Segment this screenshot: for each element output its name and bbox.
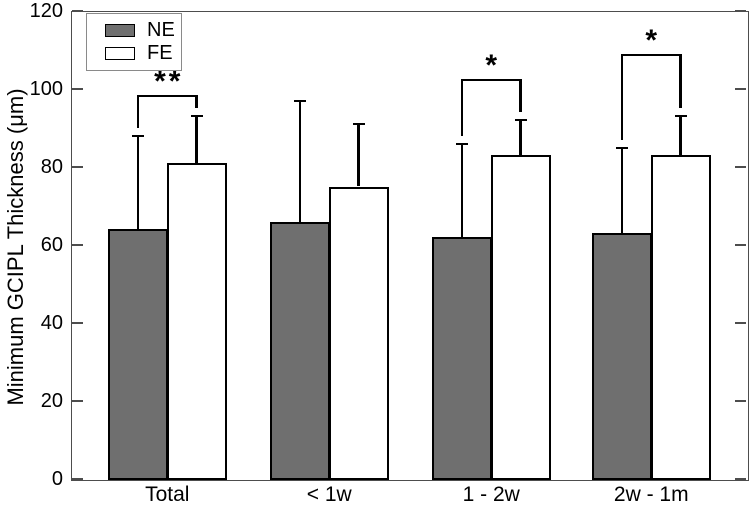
y-tick-mark-right <box>735 88 746 90</box>
y-tick-label: 120 <box>29 0 63 22</box>
bar-ne-1 <box>108 229 168 480</box>
sig-bracket-left <box>460 79 464 136</box>
legend-swatch-ne <box>105 23 135 37</box>
x-tick-label: < 1w <box>306 483 352 506</box>
error-bar-cap <box>352 123 365 126</box>
sig-bracket-top <box>137 94 198 98</box>
legend-label-ne: NE <box>147 19 175 41</box>
sig-bracket-top <box>461 79 522 82</box>
sig-asterisks: ** <box>154 64 184 98</box>
error-bar-fe-4 <box>679 116 682 156</box>
sig-asterisks: * <box>485 49 501 83</box>
y-tick-mark-right <box>735 166 746 168</box>
sig-asterisks: * <box>645 23 661 57</box>
legend-swatch-fe <box>105 46 135 60</box>
legend-label-fe: FE <box>147 42 173 64</box>
sig-bracket-right <box>195 94 198 109</box>
bar-fe-2 <box>328 186 389 480</box>
y-tick-mark <box>72 478 83 480</box>
error-bar-cap <box>190 115 203 118</box>
error-bar-ne-1 <box>136 135 140 230</box>
y-tick-label: 20 <box>40 390 63 412</box>
y-tick-mark-right <box>735 400 746 402</box>
x-tick-label: Total <box>145 483 190 506</box>
bar-fe-1 <box>166 163 227 480</box>
y-tick-label: 80 <box>40 156 63 178</box>
legend: NE FE <box>86 13 182 71</box>
error-bar-cap <box>132 134 144 137</box>
y-tick-label: 60 <box>40 234 63 256</box>
error-bar-cap <box>456 142 468 145</box>
y-tick-mark-right <box>735 322 746 324</box>
y-tick-label: 40 <box>40 312 63 334</box>
y-tick-label: 100 <box>29 78 63 100</box>
bar-fe-3 <box>490 155 551 480</box>
error-bar-cap <box>616 146 628 149</box>
y-tick-mark-right <box>735 244 746 246</box>
error-bar-cap <box>294 99 306 102</box>
bar-fe-4 <box>650 155 711 480</box>
sig-bracket-left <box>136 94 140 128</box>
error-bar-cap <box>514 119 527 122</box>
legend-item-ne: NE <box>105 20 175 40</box>
sig-bracket-top <box>621 53 682 57</box>
legend-item-fe: FE <box>105 43 173 63</box>
y-tick-mark <box>72 88 83 90</box>
error-bar-ne-3 <box>460 143 464 238</box>
x-tick-label: 2w - 1m <box>613 483 689 506</box>
y-tick-label: 0 <box>51 468 63 490</box>
error-bar-fe-3 <box>519 120 522 156</box>
y-tick-mark <box>72 166 83 168</box>
sig-bracket-right <box>679 53 682 109</box>
y-tick-mark <box>72 244 83 246</box>
y-tick-mark <box>72 322 83 324</box>
error-bar-fe-2 <box>357 124 360 187</box>
sig-bracket-right <box>519 79 522 113</box>
y-tick-mark-right <box>735 478 746 480</box>
x-tick-label: 1 - 2w <box>462 483 520 506</box>
y-tick-mark-right <box>735 10 746 12</box>
error-bar-fe-1 <box>195 116 198 164</box>
bar-ne-3 <box>432 237 492 480</box>
y-tick-mark <box>72 10 83 12</box>
bar-ne-4 <box>592 233 652 480</box>
error-bar-ne-2 <box>298 100 302 222</box>
error-bar-cap <box>674 115 687 118</box>
plot-frame <box>71 11 749 481</box>
error-bar-ne-4 <box>620 147 624 234</box>
bar-ne-2 <box>270 221 330 480</box>
sig-bracket-left <box>620 53 624 140</box>
y-tick-mark <box>72 400 83 402</box>
